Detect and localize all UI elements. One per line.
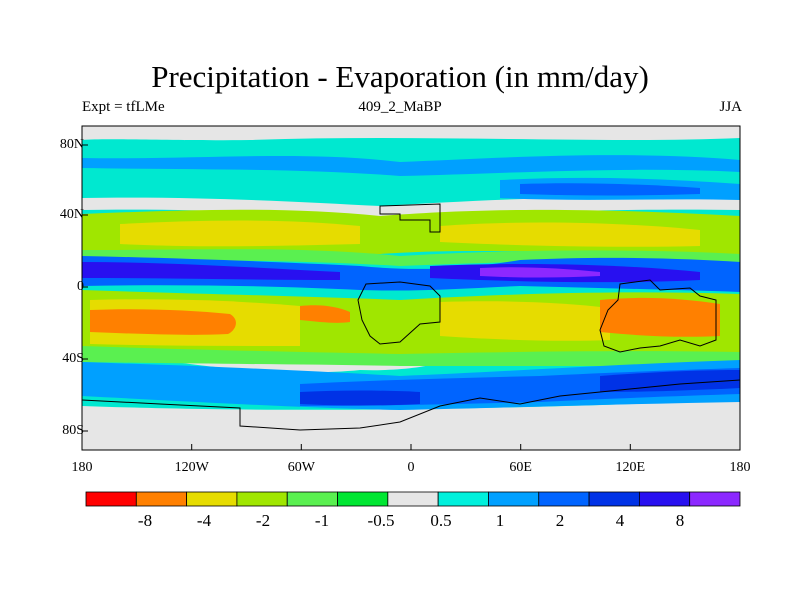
colorbar-label: 2 <box>555 511 565 530</box>
x-axis-label: 60E <box>509 460 532 475</box>
colorbar-swatch <box>286 491 338 507</box>
x-axis-label: 180 <box>729 460 751 475</box>
south-pacific-orange <box>90 309 236 335</box>
x-axis-label: 180 <box>71 460 93 475</box>
southern-storm-track-west <box>300 390 420 406</box>
colorbar-swatch <box>186 491 238 507</box>
colorbar-label: -4 <box>196 511 212 530</box>
colorbar-swatch <box>588 491 640 507</box>
colorbar-label: 1 <box>495 511 505 530</box>
colorbar-swatch <box>337 491 389 507</box>
southern-lightgreen <box>82 346 740 366</box>
south-atlantic-yellow <box>440 301 610 341</box>
colorbar-swatch <box>638 491 691 507</box>
north-atlantic-deep <box>520 183 700 196</box>
colorbar-label: 0.5 <box>430 511 452 530</box>
colorbar-label: 4 <box>615 511 625 530</box>
colorbar-swatch <box>387 491 439 507</box>
north-pacific-blue <box>82 155 740 176</box>
colorbar-swatch <box>488 491 540 507</box>
colorbar <box>85 491 741 507</box>
colorbar-swatch <box>85 491 137 507</box>
antarctic-neutral-band <box>82 436 740 450</box>
itcz-strong-core <box>480 267 600 278</box>
colorbar-label: -0.5 <box>367 511 395 530</box>
experiment-label: Expt = tfLMe <box>82 99 165 115</box>
south-indian-orange <box>600 297 720 337</box>
colorbar-swatch <box>689 491 741 507</box>
x-tick-marks <box>81 444 741 450</box>
coastline-africa <box>379 203 441 233</box>
y-axis-label: 80N <box>59 137 84 152</box>
coastline-antarctica <box>82 379 740 431</box>
run-label: 409_2_MaBP <box>358 99 442 115</box>
colorbar-label: -8 <box>137 511 153 530</box>
colorbar-label: -2 <box>255 511 271 530</box>
south-atlantic-orange-patch <box>300 305 350 323</box>
coastline-south-america <box>357 281 441 345</box>
colorbar-swatch <box>135 491 188 507</box>
field-layer <box>82 126 740 450</box>
season-label: JJA <box>719 99 742 115</box>
southern-storm-track-core <box>600 370 740 392</box>
x-axis-label: 120W <box>174 460 209 475</box>
x-axis-label: 120E <box>615 460 646 475</box>
itcz-core-west <box>82 262 340 280</box>
y-axis-label: 40N <box>59 207 84 222</box>
x-axis-label: 60W <box>287 460 315 475</box>
colorbar-swatch <box>437 491 489 507</box>
coastline-australasia <box>599 279 717 353</box>
northern-lightgreen <box>82 249 740 266</box>
colorbar-swatch <box>236 491 288 507</box>
northern-yellow-belt-west <box>120 220 360 247</box>
northern-midlat-neutral <box>82 196 740 218</box>
colorbar-label: -1 <box>314 511 330 530</box>
y-axis-label: 0 <box>77 279 84 294</box>
x-axis-label: 0 <box>407 460 415 475</box>
colorbar-swatch <box>538 491 590 507</box>
chart-title: Precipitation - Evaporation (in mm/day) <box>151 59 649 94</box>
y-tick-marks <box>82 144 88 432</box>
colorbar-label: 8 <box>675 511 685 530</box>
northern-yellow-belt-east <box>440 222 700 247</box>
arctic-neutral-band <box>82 126 740 141</box>
y-axis-label: 40S <box>62 351 84 366</box>
y-axis-label: 80S <box>62 423 84 438</box>
